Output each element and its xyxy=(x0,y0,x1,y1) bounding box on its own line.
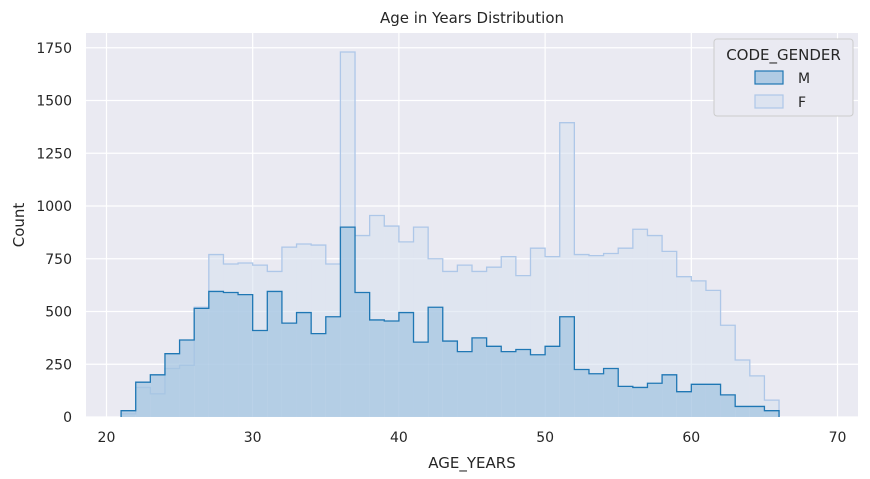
histogram-bar xyxy=(501,351,516,417)
histogram-bar xyxy=(296,312,312,417)
histogram-bar xyxy=(398,312,414,417)
histogram-bar xyxy=(150,374,165,417)
histogram-bar xyxy=(355,292,370,417)
y-tick-label: 250 xyxy=(45,357,72,373)
y-tick-label: 500 xyxy=(45,305,72,321)
histogram-bar xyxy=(647,383,663,417)
histogram-bar xyxy=(735,360,750,417)
y-tick-label: 1750 xyxy=(36,41,72,57)
histogram-bar xyxy=(208,291,224,417)
histogram-bar xyxy=(545,346,560,417)
histogram-bar xyxy=(472,337,487,417)
histogram-bar xyxy=(676,276,692,417)
legend-items: MF xyxy=(754,70,810,111)
y-tick-label: 1500 xyxy=(36,94,72,110)
legend: CODE_GENDER MF xyxy=(713,38,854,117)
histogram-bar xyxy=(705,384,721,417)
histogram-bar xyxy=(588,373,604,417)
histogram-bar xyxy=(442,341,458,417)
histogram-bar xyxy=(384,321,399,417)
histogram-bar xyxy=(121,410,136,417)
y-tick-label: 750 xyxy=(45,252,72,268)
histogram-bar xyxy=(413,342,429,417)
histogram-bar xyxy=(428,307,443,417)
histogram-bar xyxy=(749,406,765,417)
histogram-bar xyxy=(179,339,195,417)
histogram-bar xyxy=(135,382,151,417)
histogram-bar xyxy=(164,353,180,417)
histogram-bar xyxy=(223,292,239,417)
histogram-bar xyxy=(457,351,472,417)
histogram-bar xyxy=(559,316,575,417)
histogram-bar xyxy=(281,323,297,417)
histogram-bar xyxy=(735,406,750,417)
histogram-bar xyxy=(340,227,356,417)
histogram-bar xyxy=(530,354,546,417)
histogram-bar xyxy=(325,316,341,417)
histogram-bar xyxy=(764,410,780,417)
series-outline-F xyxy=(120,51,780,417)
histogram-bar xyxy=(238,294,253,417)
x-tick-label: 70 xyxy=(829,430,847,446)
legend-title: CODE_GENDER xyxy=(726,46,841,65)
y-axis-ticks: 0 250 500 750 1000 1250 1500 1750 xyxy=(36,41,72,426)
histogram-bar xyxy=(574,369,589,417)
x-axis-ticks: 20 30 40 50 60 70 xyxy=(98,430,847,446)
x-tick-label: 60 xyxy=(682,430,700,446)
histogram-bar xyxy=(603,368,619,417)
x-axis-label: AGE_YEARS xyxy=(428,454,515,473)
histogram-bar xyxy=(632,229,648,417)
histogram-bar xyxy=(662,374,677,417)
histogram-bar xyxy=(691,280,706,417)
histogram-bar xyxy=(311,333,326,417)
x-tick-label: 50 xyxy=(536,430,554,446)
y-tick-label: 0 xyxy=(63,410,72,426)
histogram-bar xyxy=(486,346,502,417)
histogram-bar xyxy=(720,394,736,417)
series-M xyxy=(120,226,780,417)
histogram-bar xyxy=(267,291,282,417)
histogram-bar xyxy=(691,384,706,417)
histogram-bar xyxy=(647,235,663,417)
y-axis-label: Count xyxy=(10,203,28,248)
chart-title: Age in Years Distribution xyxy=(380,9,564,27)
histogram-bar xyxy=(676,391,692,417)
histogram-bar xyxy=(194,308,209,417)
series-layer xyxy=(120,51,780,418)
legend-label: F xyxy=(798,95,806,111)
histogram-bar xyxy=(618,386,633,417)
series-outline-M xyxy=(120,226,780,417)
legend-label: M xyxy=(798,71,810,87)
x-tick-label: 40 xyxy=(390,430,408,446)
histogram-bar xyxy=(632,387,648,417)
histogram-bar xyxy=(515,349,531,417)
histogram-bar xyxy=(618,248,633,417)
x-tick-label: 30 xyxy=(244,430,262,446)
histogram-bar xyxy=(369,319,385,417)
histogram-bar xyxy=(720,325,736,417)
histogram-bar xyxy=(252,330,268,417)
x-tick-label: 20 xyxy=(98,430,116,446)
y-tick-label: 1000 xyxy=(36,199,72,215)
legend-swatch xyxy=(754,94,784,109)
legend-swatch xyxy=(754,70,784,85)
y-tick-label: 1250 xyxy=(36,146,72,162)
